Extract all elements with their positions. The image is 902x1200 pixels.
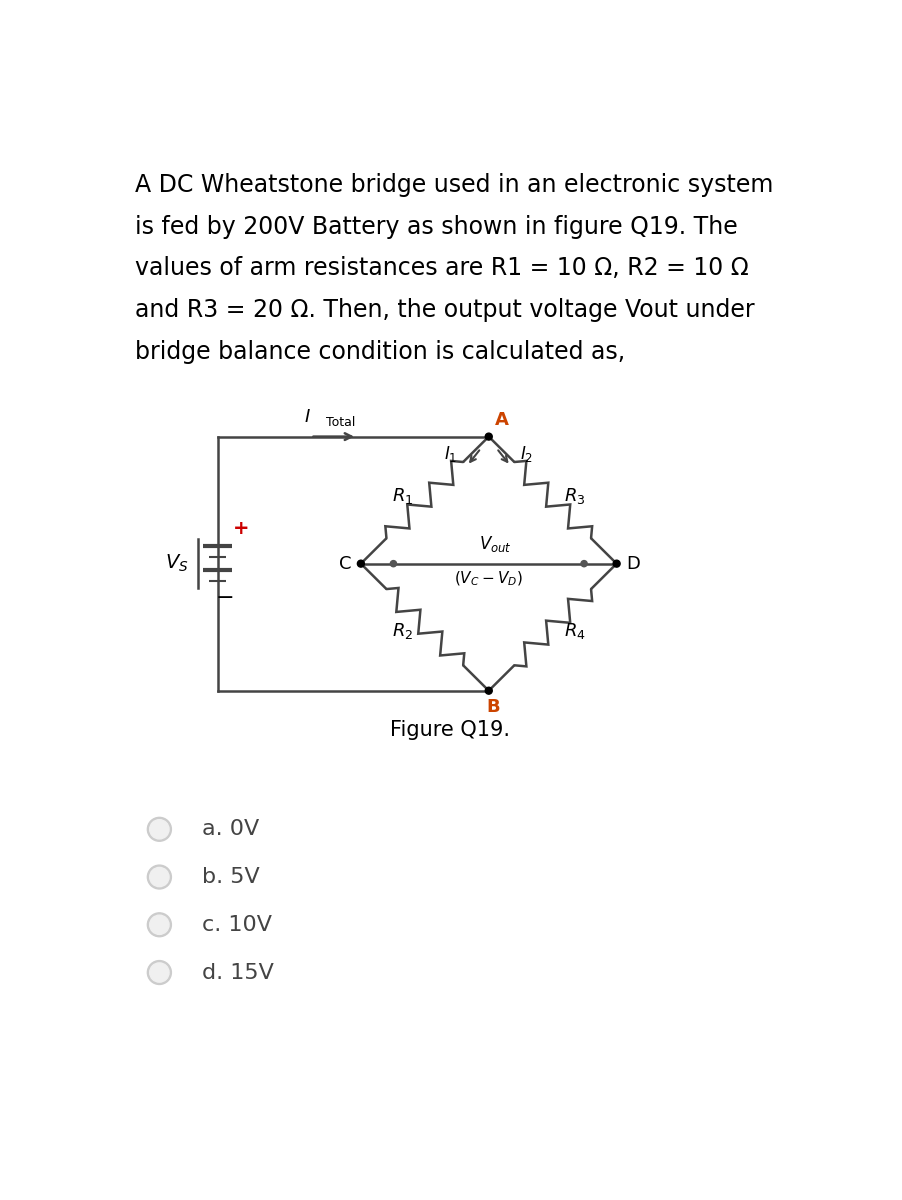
Text: −: −	[216, 588, 235, 607]
Circle shape	[150, 916, 169, 935]
Text: $R_3$: $R_3$	[564, 486, 585, 506]
Text: $I_1$: $I_1$	[444, 444, 457, 463]
Text: is fed by 200V Battery as shown in figure Q19. The: is fed by 200V Battery as shown in figur…	[134, 215, 737, 239]
Text: $R_2$: $R_2$	[391, 622, 413, 641]
Text: A DC Wheatstone bridge used in an electronic system: A DC Wheatstone bridge used in an electr…	[134, 173, 772, 197]
Circle shape	[147, 865, 171, 889]
Text: d. 15V: d. 15V	[202, 962, 273, 983]
Circle shape	[147, 913, 171, 937]
Text: Total: Total	[326, 416, 355, 428]
Circle shape	[147, 817, 171, 841]
Text: values of arm resistances are R1 = 10 Ω, R2 = 10 Ω: values of arm resistances are R1 = 10 Ω,…	[134, 257, 748, 281]
Text: $R_1$: $R_1$	[391, 486, 413, 506]
Text: C: C	[338, 554, 351, 572]
Text: a. 0V: a. 0V	[202, 820, 259, 839]
Text: D: D	[625, 554, 640, 572]
Text: b. 5V: b. 5V	[202, 868, 260, 887]
Text: B: B	[486, 698, 500, 716]
Text: +: +	[232, 520, 249, 539]
Circle shape	[150, 868, 169, 887]
Text: $I_2$: $I_2$	[520, 444, 532, 463]
Text: $V_{out}$: $V_{out}$	[478, 534, 511, 553]
Text: $I$: $I$	[304, 408, 311, 426]
Text: $R_4$: $R_4$	[564, 622, 585, 641]
Circle shape	[147, 960, 171, 984]
Circle shape	[150, 962, 169, 982]
Circle shape	[150, 820, 169, 839]
Text: $V_S$: $V_S$	[165, 553, 189, 575]
Circle shape	[484, 688, 492, 694]
Circle shape	[484, 433, 492, 440]
Text: $(V_C - V_D)$: $(V_C - V_D)$	[454, 570, 522, 588]
Circle shape	[580, 560, 586, 566]
Circle shape	[612, 560, 620, 568]
Circle shape	[357, 560, 364, 568]
Text: A: A	[494, 410, 508, 428]
Text: and R3 = 20 Ω. Then, the output voltage Vout under: and R3 = 20 Ω. Then, the output voltage …	[134, 298, 753, 322]
Text: c. 10V: c. 10V	[202, 914, 272, 935]
Text: bridge balance condition is calculated as,: bridge balance condition is calculated a…	[134, 340, 624, 364]
Text: Figure Q19.: Figure Q19.	[390, 720, 510, 740]
Circle shape	[390, 560, 396, 566]
